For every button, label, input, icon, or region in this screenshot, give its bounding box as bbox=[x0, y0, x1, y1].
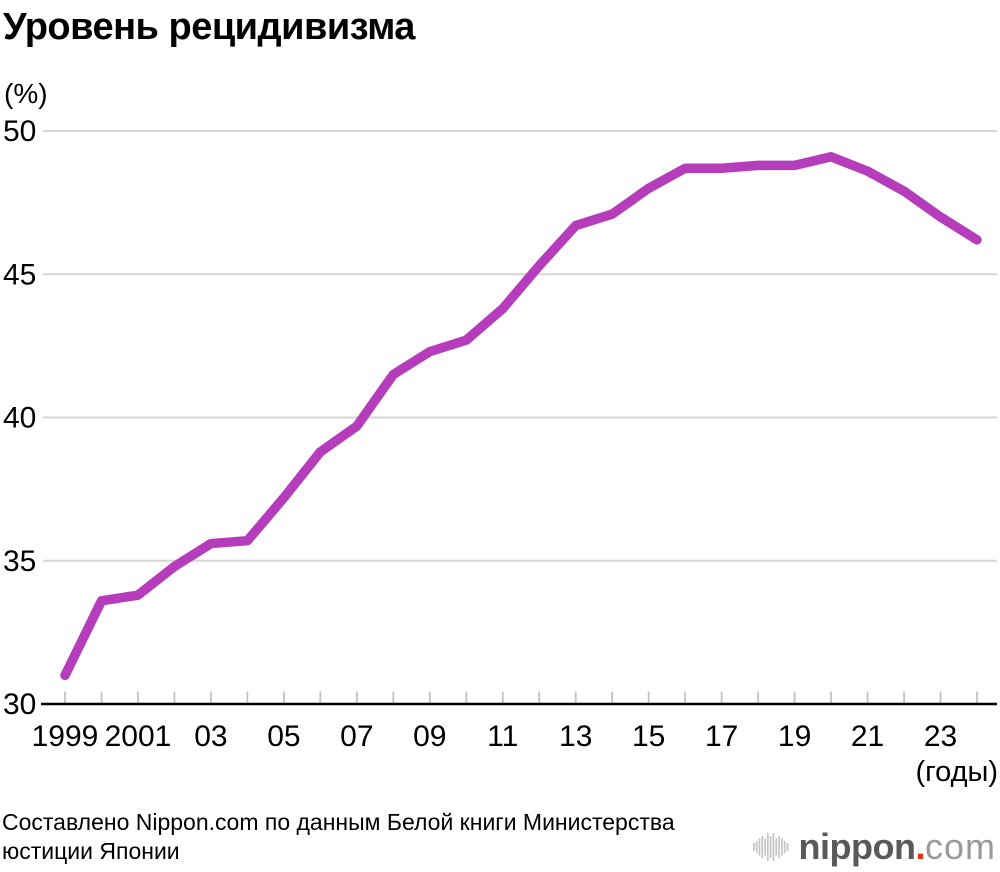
y-tick-label: 45 bbox=[3, 258, 36, 291]
x-tick-label: 21 bbox=[851, 720, 884, 753]
x-tick-label: 17 bbox=[705, 720, 738, 753]
nippon-logo: nippon. com bbox=[752, 826, 996, 868]
logo-tld: com bbox=[924, 826, 996, 867]
x-axis-suffix-label: (годы) bbox=[915, 756, 998, 788]
x-tick-label: 2001 bbox=[105, 720, 172, 753]
source-note: Составлено Nippon.com по данным Белой кн… bbox=[2, 808, 742, 866]
logo-bar bbox=[760, 836, 763, 858]
y-tick-label: 40 bbox=[3, 402, 36, 435]
logo-bar bbox=[780, 838, 783, 856]
source-line-2: юстиции Японии bbox=[2, 838, 180, 864]
y-tick-label: 50 bbox=[3, 115, 36, 148]
logo-name: nippon bbox=[798, 826, 916, 867]
data-line bbox=[60, 152, 982, 681]
logo-dot: . bbox=[915, 826, 925, 867]
logo-bar bbox=[774, 838, 777, 856]
x-tick-label: 23 bbox=[924, 720, 957, 753]
nippon-logo-bars-icon bbox=[752, 833, 788, 861]
source-line-1: Составлено Nippon.com по данным Белой кн… bbox=[2, 809, 675, 835]
logo-bar bbox=[786, 843, 788, 851]
x-tick-label: 13 bbox=[559, 720, 592, 753]
logo-bar bbox=[772, 833, 774, 861]
x-tick-label: 09 bbox=[413, 720, 446, 753]
x-tick-label: 03 bbox=[194, 720, 227, 753]
x-tick-label: 05 bbox=[267, 720, 300, 753]
logo-bar bbox=[752, 843, 755, 851]
x-tick-label: 11 bbox=[487, 720, 518, 753]
logo-bar bbox=[763, 838, 766, 856]
y-tick-label: 30 bbox=[3, 688, 36, 721]
y-axis-unit-label: (%) bbox=[4, 78, 48, 109]
logo-bar bbox=[777, 836, 780, 858]
logo-bar bbox=[758, 838, 760, 856]
logo-bar bbox=[755, 841, 758, 853]
x-tick-label: 1999 bbox=[32, 720, 99, 753]
logo-bar bbox=[783, 841, 786, 853]
nippon-logo-text: nippon. com bbox=[799, 826, 996, 868]
logo-bar bbox=[766, 833, 769, 861]
x-tick-label: 15 bbox=[632, 720, 665, 753]
y-tick-label: 35 bbox=[3, 545, 36, 578]
x-tick-label: 07 bbox=[340, 720, 373, 753]
recidivism-line-chart: 50 45 40 35 30 (%) 1999 2001 03 05 07 09 11 13 15 17 19 2… bbox=[3, 78, 998, 788]
chart-title: Уровень рецидивизма bbox=[3, 6, 415, 48]
logo-bar bbox=[769, 836, 772, 858]
x-tick-label: 19 bbox=[778, 720, 811, 753]
